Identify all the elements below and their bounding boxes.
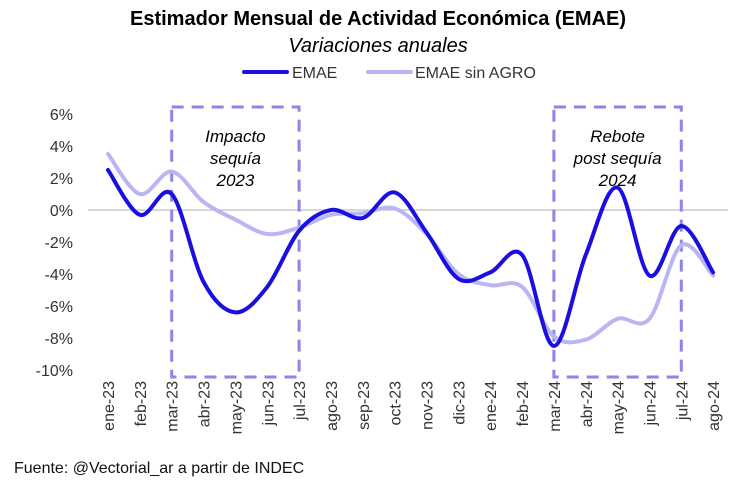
x-tick-label: may-24 bbox=[611, 381, 628, 434]
y-tick-label: -4% bbox=[45, 267, 73, 284]
y-tick-label: -2% bbox=[45, 235, 73, 252]
annotation-text: sequía bbox=[210, 149, 261, 168]
x-tick-label: dic-23 bbox=[451, 381, 468, 425]
x-tick-label: ene-23 bbox=[101, 381, 118, 431]
x-tick-label: mar-23 bbox=[165, 381, 182, 432]
series-lines bbox=[106, 152, 716, 348]
annotation-text: Impacto bbox=[205, 127, 265, 146]
source-note: Fuente: @Vectorial_ar a partir de INDEC bbox=[14, 460, 305, 477]
y-axis: 6% 4% 2% 0% -2% -4% -6% -8% -10% bbox=[36, 107, 73, 380]
x-axis: ene-23 feb-23 mar-23 abr-23 may-23 jun-23 jul-… bbox=[101, 381, 723, 434]
x-tick-label: ago-24 bbox=[706, 381, 723, 431]
y-tick-label: 4% bbox=[50, 139, 73, 156]
y-tick-label: -8% bbox=[45, 331, 73, 348]
legend: EMAE EMAE sin AGRO bbox=[242, 65, 536, 82]
series-line-emae bbox=[106, 168, 716, 348]
x-tick-label: feb-24 bbox=[515, 381, 532, 426]
y-tick-label: 6% bbox=[50, 107, 73, 124]
y-tick-label: -10% bbox=[36, 363, 73, 380]
annotation-box bbox=[170, 105, 301, 379]
x-tick-label: ene-24 bbox=[483, 381, 500, 431]
x-tick-label: abr-23 bbox=[197, 381, 214, 427]
annotation-box bbox=[552, 105, 683, 379]
x-tick-label: jun-23 bbox=[260, 381, 277, 427]
x-tick-label: mar-24 bbox=[547, 381, 564, 432]
x-tick-label: nov-23 bbox=[420, 381, 437, 430]
chart-title: Estimador Mensual de Actividad Económica… bbox=[130, 8, 626, 30]
x-tick-label: jul-24 bbox=[674, 381, 691, 421]
annotation-text: 2024 bbox=[598, 171, 637, 190]
x-tick-label: oct-23 bbox=[388, 381, 405, 426]
x-tick-label: may-23 bbox=[228, 381, 245, 434]
x-tick-label: abr-24 bbox=[579, 381, 596, 427]
annotation-text: post sequía bbox=[573, 149, 662, 168]
chart-subtitle: Variaciones anuales bbox=[288, 35, 467, 57]
y-tick-label: 2% bbox=[50, 171, 73, 188]
legend-label-emae: EMAE bbox=[292, 65, 337, 82]
legend-label-emae-sin-agro: EMAE sin AGRO bbox=[415, 65, 536, 82]
annotation-text: 2023 bbox=[215, 171, 254, 190]
y-tick-label: -6% bbox=[45, 299, 73, 316]
x-tick-label: sep-23 bbox=[356, 381, 373, 430]
x-tick-label: ago-23 bbox=[324, 381, 341, 431]
annotation-boxes: Impacto sequía 2023 Rebote post sequía 2024 bbox=[170, 105, 683, 379]
x-tick-label: feb-23 bbox=[133, 381, 150, 426]
series-line-emae-sin-agro bbox=[106, 152, 716, 345]
y-tick-label: 0% bbox=[50, 203, 73, 220]
x-tick-label: jun-24 bbox=[642, 381, 659, 427]
x-tick-label: jul-23 bbox=[292, 381, 309, 421]
annotation-text: Rebote bbox=[590, 127, 645, 146]
